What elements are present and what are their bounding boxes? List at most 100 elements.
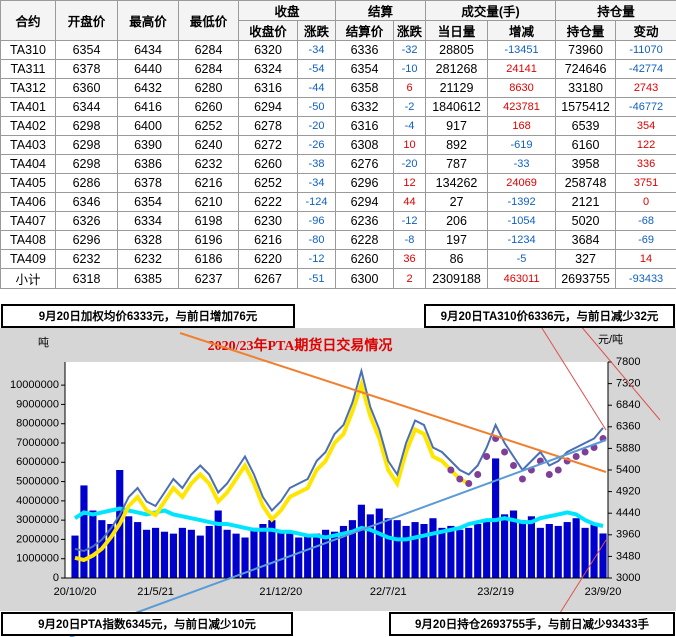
bar xyxy=(268,520,276,578)
header-cell: 结算 xyxy=(335,0,427,21)
table-cell: 6252 xyxy=(238,173,298,193)
table-cell: 6539 xyxy=(555,116,617,136)
table-cell: 122 xyxy=(615,135,676,155)
table-cell: 6354 xyxy=(55,40,118,60)
y-tick-label: 10000000 xyxy=(10,379,59,391)
x-tick-label: 21/5/21 xyxy=(137,586,174,598)
connector xyxy=(539,324,607,431)
table-cell: 36 xyxy=(393,249,427,269)
bar xyxy=(71,535,79,578)
table-row: TA405 6286 6378 6216 6252 -34 6296 12 134262 2406… xyxy=(0,173,676,193)
table-cell: -20 xyxy=(296,116,337,136)
table-cell: -50 xyxy=(296,97,337,117)
table-cell: -1234 xyxy=(487,230,557,250)
table-cell: 258748 xyxy=(555,173,617,193)
table-row: TA310 6354 6434 6284 6320 -34 6336 -32 28805 -134… xyxy=(0,40,676,60)
table-cell: 27 xyxy=(425,192,489,212)
table-cell: 小计 xyxy=(0,268,56,289)
header-cell: 增减 xyxy=(487,20,557,41)
bar xyxy=(107,524,115,578)
bar xyxy=(572,518,580,578)
table-cell: TA310 xyxy=(0,40,56,60)
table-cell: -80 xyxy=(296,230,337,250)
table-cell: TA407 xyxy=(0,211,56,231)
table-cell: -33 xyxy=(487,154,557,174)
table-cell: 6240 xyxy=(178,135,239,155)
table-cell: 6300 xyxy=(335,268,395,289)
bar xyxy=(295,537,303,578)
point xyxy=(447,466,455,474)
table-cell: 5020 xyxy=(555,211,617,231)
table-cell: 6354 xyxy=(335,59,395,79)
table-cell: 6260 xyxy=(238,154,298,174)
table-cell: 6316 xyxy=(335,116,395,136)
table-cell: 6432 xyxy=(117,78,179,98)
table-cell: 892 xyxy=(425,135,489,155)
y-tick-label: 7000000 xyxy=(16,437,59,449)
table-cell: 6386 xyxy=(117,154,179,174)
bar xyxy=(259,524,267,578)
table-cell: TA312 xyxy=(0,78,56,98)
point xyxy=(518,475,526,483)
y2-tick-label: 3960 xyxy=(616,529,640,541)
table-cell: 6196 xyxy=(178,230,239,250)
bar xyxy=(483,520,491,578)
table-cell: 6160 xyxy=(555,135,617,155)
line xyxy=(74,367,604,553)
table-cell: -42774 xyxy=(615,59,676,79)
y2-tick-label: 7320 xyxy=(616,378,640,390)
header-cell: 变动 xyxy=(615,20,676,41)
table-cell: 6298 xyxy=(55,154,118,174)
table-cell: -32 xyxy=(393,40,427,60)
table-cell: TA404 xyxy=(0,154,56,174)
y2-tick-label: 3480 xyxy=(616,550,640,562)
y2-tick-label: 6840 xyxy=(616,399,640,411)
table-cell: 6298 xyxy=(55,135,118,155)
header-cell: 最高价 xyxy=(117,0,179,41)
table-cell: 6294 xyxy=(335,192,395,212)
table-cell: -10 xyxy=(393,59,427,79)
table-cell: 6358 xyxy=(335,78,395,98)
table-cell: 281268 xyxy=(425,59,489,79)
table-cell: 423781 xyxy=(487,97,557,117)
table-cell: 6378 xyxy=(55,59,118,79)
table-cell: 6186 xyxy=(178,249,239,269)
bar xyxy=(420,524,428,578)
table-cell: 6232 xyxy=(117,249,179,269)
annotation-box xyxy=(1,304,295,328)
table-cell: 6276 xyxy=(335,154,395,174)
table-row: TA406 6346 6354 6210 6222 -124 6294 44 27 -1392 21… xyxy=(0,192,676,212)
table-cell: 6434 xyxy=(117,40,179,60)
bar xyxy=(500,514,509,578)
table-cell: -38 xyxy=(296,154,337,174)
table-cell: 24141 xyxy=(487,59,557,79)
header-cell: 持仓量 xyxy=(555,0,676,21)
y-tick-label: 3000000 xyxy=(16,514,59,526)
table-cell: 6326 xyxy=(55,211,118,231)
table-cell: 6440 xyxy=(117,59,179,79)
table-cell: 336 xyxy=(615,154,676,174)
header-cell: 成交量(手) xyxy=(425,0,557,21)
table-cell: 6267 xyxy=(238,268,298,289)
table-cell: -13451 xyxy=(487,40,557,60)
bar xyxy=(527,516,535,578)
table-row: TA402 6298 6400 6252 6278 -20 6316 -4 917 168 6539… xyxy=(0,116,676,136)
table-cell: 6294 xyxy=(238,97,298,117)
table-cell: -1392 xyxy=(487,192,557,212)
table-cell: 6318 xyxy=(55,268,118,289)
table-cell: -1054 xyxy=(487,211,557,231)
y-tick-label: 1000000 xyxy=(16,553,59,565)
table-cell: 6278 xyxy=(238,116,298,136)
bar xyxy=(509,510,518,578)
table-cell: 6320 xyxy=(238,40,298,60)
table-cell: 6286 xyxy=(55,173,118,193)
table-cell: 6332 xyxy=(335,97,395,117)
table-row: TA311 6378 6440 6284 6324 -54 6354 -10 281268 241… xyxy=(0,59,676,79)
bar xyxy=(599,533,607,578)
table-cell: 6336 xyxy=(335,40,395,60)
header-cell: 收盘 xyxy=(237,0,337,21)
bar xyxy=(80,485,88,578)
y2-tick-label: 3000 xyxy=(616,572,640,584)
bar xyxy=(563,522,571,578)
